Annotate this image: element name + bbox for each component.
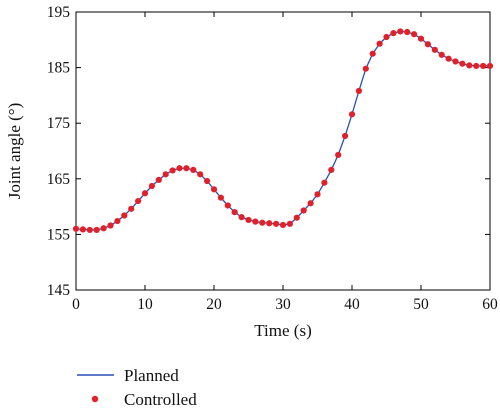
x-tick-label: 20 xyxy=(206,296,222,313)
x-tick-label: 60 xyxy=(482,296,498,313)
series-controlled-point xyxy=(314,191,321,198)
series-controlled-point xyxy=(217,194,224,201)
y-tick-label: 185 xyxy=(47,60,71,77)
series-controlled-point xyxy=(473,62,480,70)
series-controlled-point xyxy=(128,205,135,212)
series-controlled-point xyxy=(335,151,342,158)
series-controlled-point xyxy=(141,190,149,197)
series-controlled-point xyxy=(300,207,307,214)
series-controlled-point xyxy=(210,186,218,193)
x-tick-label: 50 xyxy=(413,296,429,313)
axis-tick-labels: 0 10 20 30 40 50 60 145 155 165 175 185 195 xyxy=(47,4,498,313)
plot-frame xyxy=(75,11,491,291)
series-controlled-point xyxy=(231,209,238,216)
series-controlled-point xyxy=(452,58,459,65)
series-controlled-point xyxy=(328,166,335,173)
series-controlled-point xyxy=(397,28,404,35)
y-axis-label: Joint angle (°) xyxy=(5,103,24,200)
series-controlled-point xyxy=(204,177,211,185)
series-controlled-point xyxy=(486,62,494,70)
series-controlled-point xyxy=(286,220,293,227)
series-controlled-point xyxy=(135,197,142,205)
series-controlled-point xyxy=(266,220,273,227)
series-controlled-point xyxy=(404,28,411,36)
series-controlled-point xyxy=(355,87,362,95)
x-tick-label: 40 xyxy=(344,296,360,313)
x-axis-label: Time (s) xyxy=(254,321,311,340)
series-controlled-point xyxy=(438,51,445,58)
series-controlled-point xyxy=(100,225,107,232)
series-controlled-point xyxy=(445,55,452,62)
series-controlled-point xyxy=(390,30,397,37)
series-controlled-point xyxy=(466,62,473,69)
series-controlled-point xyxy=(321,179,328,186)
y-tick-label: 175 xyxy=(47,115,71,132)
series-controlled-point xyxy=(369,50,376,57)
series-controlled-point xyxy=(238,214,245,221)
series-controlled-point xyxy=(273,220,280,227)
series-controlled-point xyxy=(362,65,369,72)
series-controlled-point xyxy=(411,31,418,38)
series-controlled-point xyxy=(376,40,383,47)
series-controlled-point xyxy=(183,165,190,172)
series-controlled-point xyxy=(176,165,183,172)
series-controlled-point xyxy=(348,111,356,118)
y-tick-label: 195 xyxy=(47,4,71,21)
legend: Planned Controlled xyxy=(77,366,197,409)
series-controlled-point xyxy=(162,171,169,178)
series-controlled-point xyxy=(480,62,487,70)
series-controlled-point xyxy=(459,60,466,67)
y-tick-label: 155 xyxy=(47,226,71,243)
legend-planned-label: Planned xyxy=(124,366,179,385)
series-controlled-point xyxy=(79,226,86,233)
series-controlled-point xyxy=(424,41,431,48)
series-controlled-point xyxy=(252,218,259,225)
x-tick-label: 30 xyxy=(275,296,291,313)
series-controlled-point xyxy=(197,171,204,178)
series-controlled-point xyxy=(259,219,266,226)
series-controlled-point xyxy=(72,225,80,232)
series-controlled-point xyxy=(121,212,128,219)
series-controlled-point xyxy=(293,214,300,221)
series-controlled-point xyxy=(93,226,100,234)
axis-ticks xyxy=(75,11,491,291)
series-controlled-point xyxy=(342,132,349,140)
series-controlled-point xyxy=(155,176,162,184)
series-controlled-point xyxy=(383,33,390,41)
series-controlled-point xyxy=(107,222,114,229)
y-tick-label: 165 xyxy=(47,171,71,188)
series-layer xyxy=(72,28,494,234)
series-controlled-point xyxy=(417,35,425,42)
series-controlled-point xyxy=(86,226,93,234)
series-controlled-point xyxy=(169,167,176,174)
y-tick-label: 145 xyxy=(47,282,71,299)
series-controlled-point xyxy=(307,200,314,207)
series-controlled-point xyxy=(245,216,252,224)
series-controlled-point xyxy=(431,46,438,53)
legend-controlled-label: Controlled xyxy=(124,390,197,409)
series-controlled-point xyxy=(148,182,155,190)
series-controlled-point xyxy=(224,202,231,209)
x-tick-label: 0 xyxy=(72,296,80,313)
series-controlled-point xyxy=(114,217,121,225)
legend-controlled-marker-swatch xyxy=(91,395,99,403)
series-controlled-point xyxy=(190,166,197,173)
series-controlled-point xyxy=(279,221,287,229)
x-tick-label: 10 xyxy=(137,296,153,313)
